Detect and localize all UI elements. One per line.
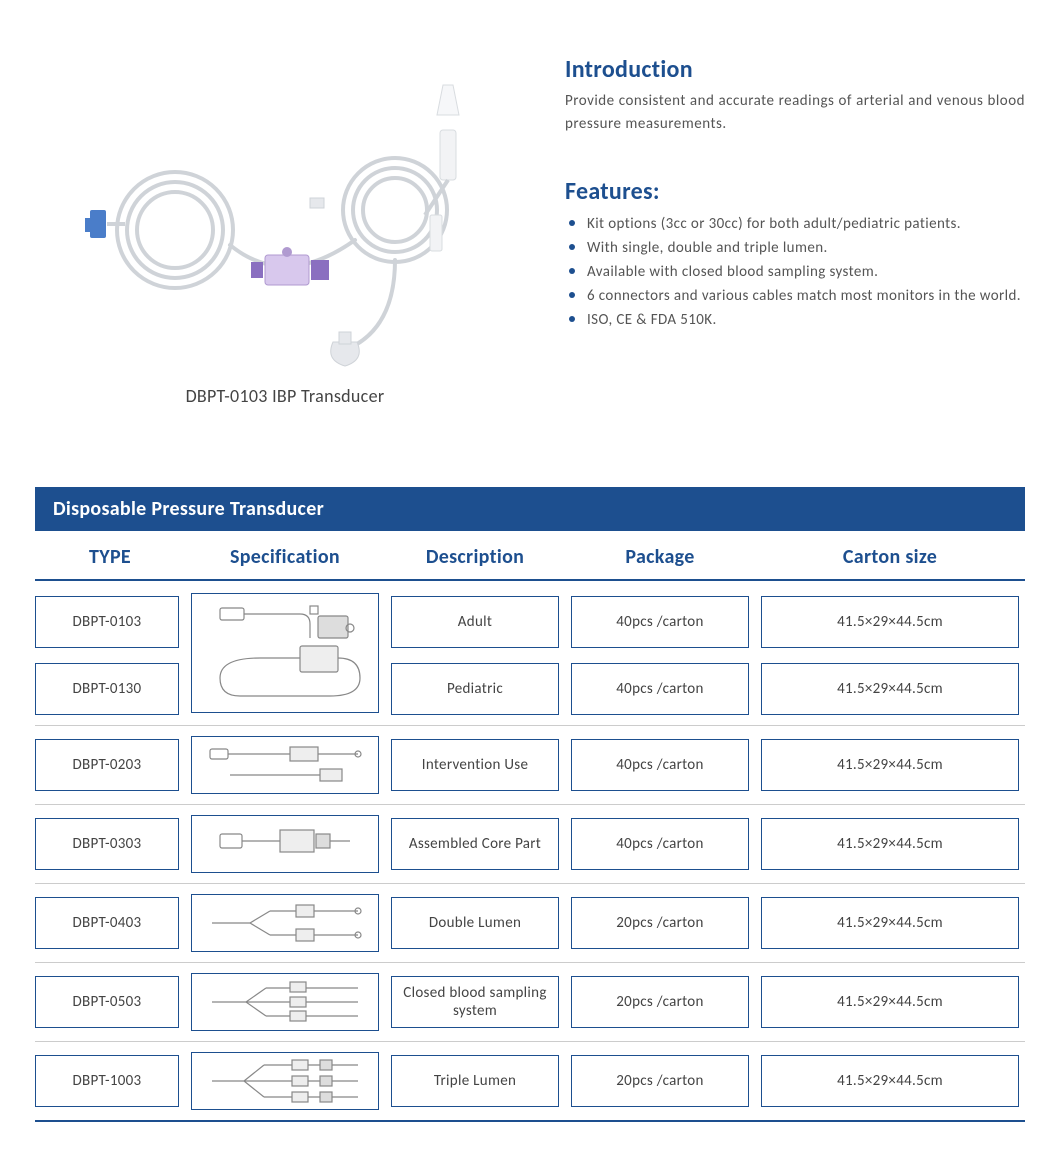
carton-size-cell: 41.5×29×44.5cm [761, 818, 1019, 870]
carton-size-cell: 41.5×29×44.5cm [761, 663, 1019, 715]
package-cell: 20pcs /carton [571, 897, 749, 949]
carton-size-cell: 41.5×29×44.5cm [761, 897, 1019, 949]
description-cell: Pediatric [391, 663, 559, 715]
features-list: Kit options (3cc or 30cc) for both adult… [565, 212, 1025, 332]
carton-size-cell: 41.5×29×44.5cm [761, 976, 1019, 1028]
table-row: DBPT-0303 Assembled Core Part 40pcs /car… [35, 805, 1025, 884]
spec-diagram [191, 815, 379, 873]
description-cell: Triple Lumen [391, 1055, 559, 1107]
col-package: Package [565, 545, 755, 569]
carton-size-cell: 41.5×29×44.5cm [761, 739, 1019, 791]
package-cell: 40pcs /carton [571, 663, 749, 715]
type-cell: DBPT-0103 [35, 596, 179, 648]
introduction-text: Provide consistent and accurate readings… [565, 90, 1025, 137]
product-caption: DBPT-0103 IBP Transducer [35, 385, 535, 407]
col-specification: Specification [185, 545, 385, 569]
product-image [55, 60, 515, 370]
product-image-column: DBPT-0103 IBP Transducer [35, 40, 535, 407]
text-column: Introduction Provide consistent and accu… [565, 40, 1025, 407]
spec-diagram [191, 593, 379, 713]
col-carton-size: Carton size [755, 545, 1025, 569]
type-cell: DBPT-0503 [35, 976, 179, 1028]
table-row: DBPT-0503 Closed bloo [35, 963, 1025, 1042]
spec-diagram [191, 973, 379, 1031]
package-cell: 20pcs /carton [571, 976, 749, 1028]
spec-diagram [191, 894, 379, 952]
package-cell: 20pcs /carton [571, 1055, 749, 1107]
type-cell: DBPT-0203 [35, 739, 179, 791]
product-table: Disposable Pressure Transducer TYPE Spec… [35, 487, 1025, 1122]
feature-item: With single, double and triple lumen. [569, 236, 1025, 260]
description-cell: Adult [391, 596, 559, 648]
table-row: DBPT-1003 [35, 1042, 1025, 1122]
spec-diagram [191, 1052, 379, 1110]
description-cell: Closed blood sampling system [391, 976, 559, 1028]
table-row: DBPT-0203 Interventio [35, 726, 1025, 805]
features-title: Features: [565, 177, 1025, 206]
carton-size-cell: 41.5×29×44.5cm [761, 596, 1019, 648]
carton-size-cell: 41.5×29×44.5cm [761, 1055, 1019, 1107]
top-section: DBPT-0103 IBP Transducer Introduction Pr… [35, 40, 1025, 407]
col-type: TYPE [35, 545, 185, 569]
feature-item: Kit options (3cc or 30cc) for both adult… [569, 212, 1025, 236]
description-cell: Assembled Core Part [391, 818, 559, 870]
type-cell: DBPT-1003 [35, 1055, 179, 1107]
type-cell: DBPT-0303 [35, 818, 179, 870]
package-cell: 40pcs /carton [571, 818, 749, 870]
description-cell: Double Lumen [391, 897, 559, 949]
type-cell: DBPT-0130 [35, 663, 179, 715]
feature-item: 6 connectors and various cables match mo… [569, 284, 1025, 308]
feature-item: Available with closed blood sampling sys… [569, 260, 1025, 284]
table-row-merged: DBPT-0103 DBPT-0130 [35, 581, 1025, 726]
package-cell: 40pcs /carton [571, 596, 749, 648]
table-title: Disposable Pressure Transducer [35, 487, 1025, 531]
introduction-title: Introduction [565, 55, 1025, 84]
table-column-headers: TYPE Specification Description Package C… [35, 531, 1025, 581]
table-row: DBPT-0403 Double Lumen 20pcs [35, 884, 1025, 963]
feature-item: ISO, CE & FDA 510K. [569, 308, 1025, 332]
col-description: Description [385, 545, 565, 569]
spec-diagram [191, 736, 379, 794]
type-cell: DBPT-0403 [35, 897, 179, 949]
description-cell: Intervention Use [391, 739, 559, 791]
package-cell: 40pcs /carton [571, 739, 749, 791]
